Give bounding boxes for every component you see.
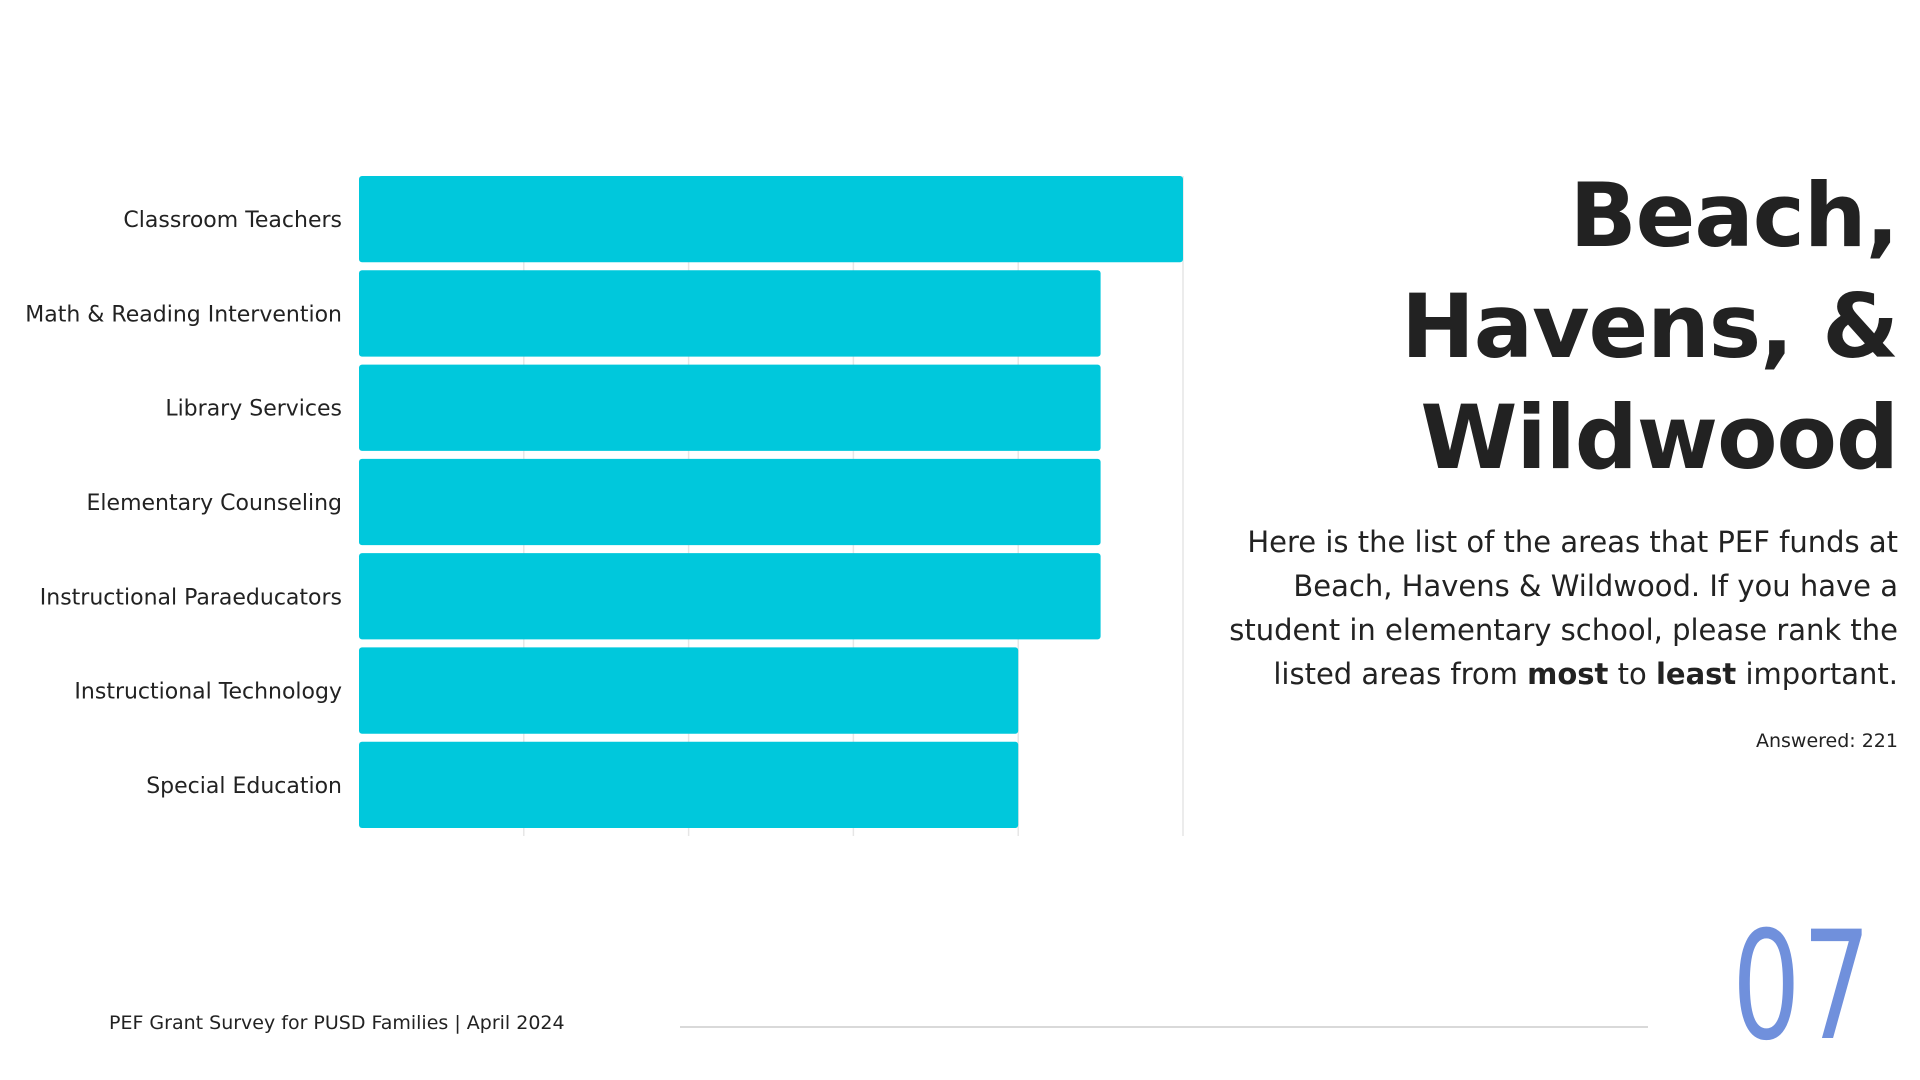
title-line-2: Havens, & (1401, 275, 1899, 378)
category-label: Special Education (146, 774, 342, 799)
bar (359, 364, 1101, 451)
category-label: Instructional Paraeducators (40, 585, 342, 610)
footer-divider (680, 1026, 1648, 1028)
bar (359, 458, 1101, 546)
category-labels: Classroom Teachers Math & Reading Interve… (25, 208, 342, 799)
bar (359, 741, 1019, 828)
description-part-3: important. (1736, 657, 1898, 691)
description-part-2: to (1608, 657, 1656, 691)
bar (359, 647, 1019, 734)
bar (359, 270, 1101, 357)
category-label: Library Services (165, 397, 342, 422)
category-label: Elementary Counseling (87, 491, 342, 516)
page-number: 07 (1732, 900, 1873, 1074)
description-text: Here is the list of the areas that PEF f… (1198, 520, 1898, 696)
bar (359, 176, 1183, 263)
description-bold-least: least (1655, 657, 1737, 691)
ranking-bar-chart: Classroom Teachers Math & Reading Interve… (25, 176, 1184, 836)
footer-text: PEF Grant Survey for PUSD Families | Apr… (109, 1012, 565, 1034)
page-title: Beach, Havens, & Wildwood (1198, 160, 1899, 493)
answered-count: Answered: 221 (1755, 730, 1898, 752)
bars (359, 176, 1183, 828)
description-part-1: Here is the list of the areas that PEF f… (1229, 525, 1898, 691)
category-label: Classroom Teachers (123, 208, 342, 233)
title-line-1: Beach, (1569, 164, 1899, 267)
category-label: Math & Reading Intervention (25, 302, 342, 327)
category-label: Instructional Technology (74, 680, 342, 705)
title-line-3: Wildwood (1420, 386, 1899, 489)
bar (359, 553, 1101, 640)
description-bold-most: most (1527, 657, 1609, 691)
